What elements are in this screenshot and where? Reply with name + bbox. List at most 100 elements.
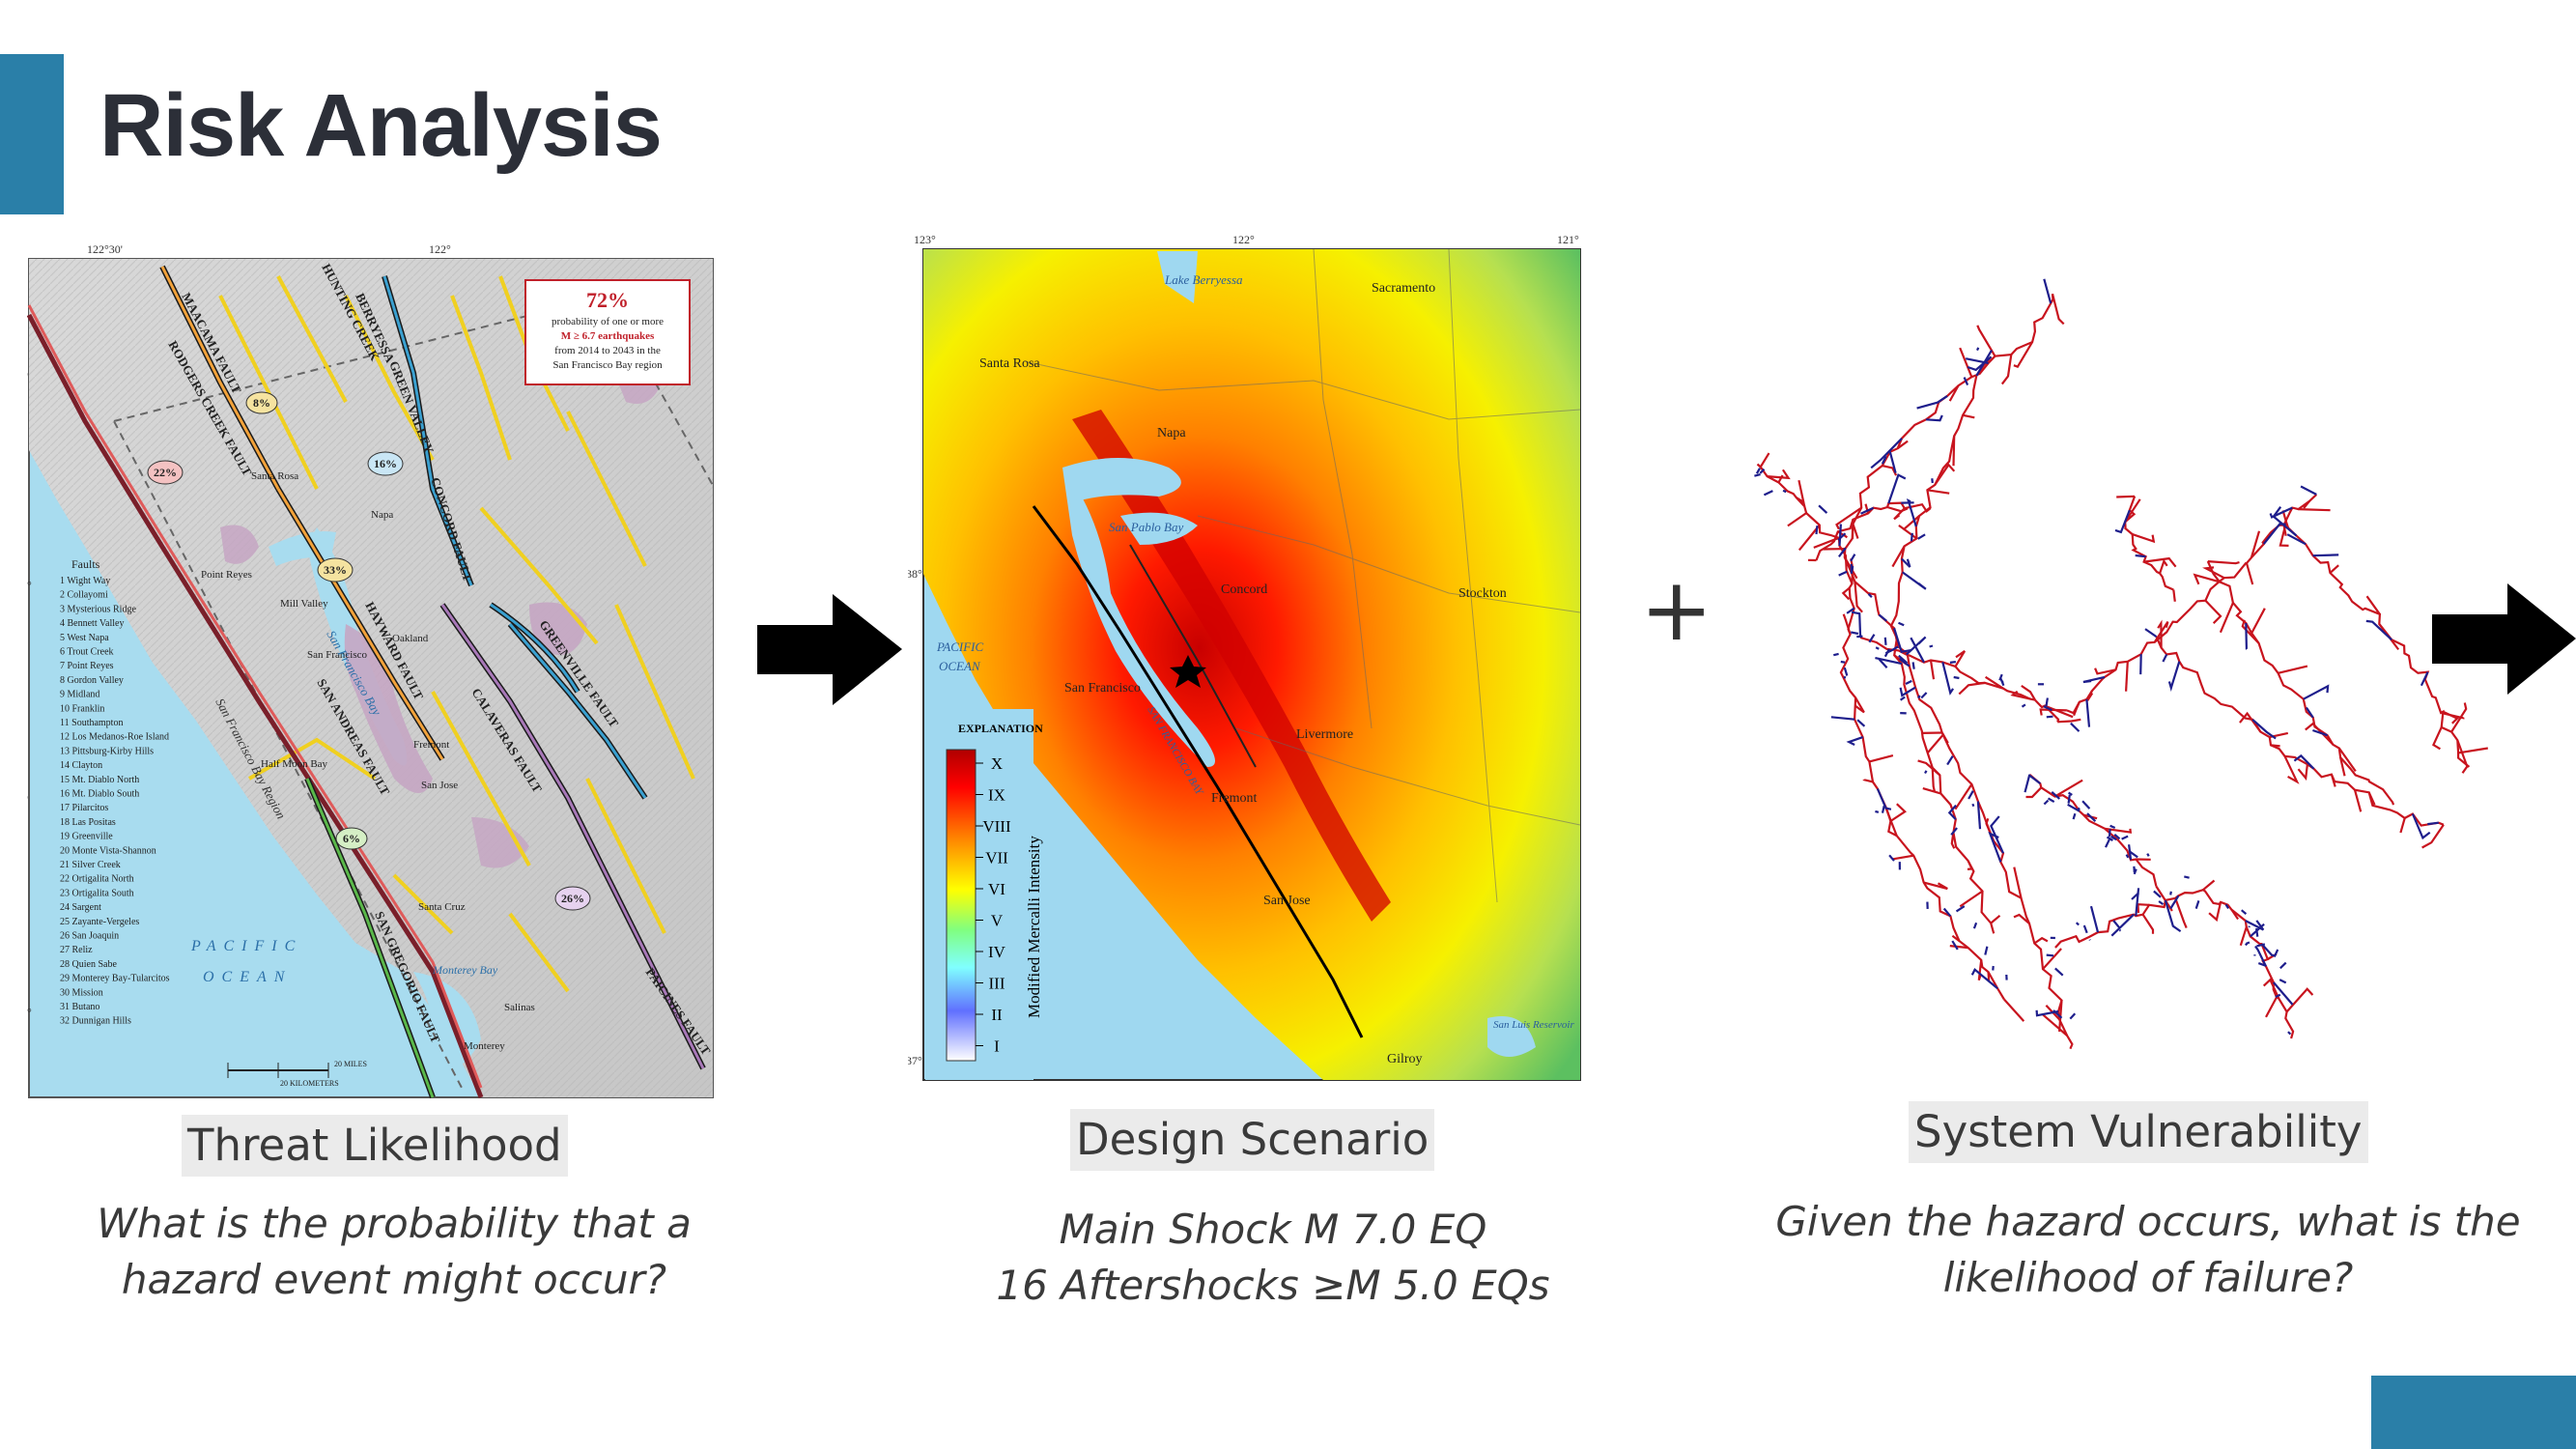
network-segment [1953, 675, 1960, 680]
network-segment [2240, 909, 2248, 915]
fault-probability-map: 122°30' 122° 38°30' 38° 37°30' 37° 72% p… [0, 238, 716, 1105]
network-segment [1759, 452, 1770, 468]
network-segment [2028, 773, 2158, 887]
network-segment [1911, 662, 1915, 669]
lon-tick: 122° [429, 242, 451, 256]
network-segment [1962, 413, 1975, 419]
scale-bar: 20 MILES 20 KILOMETERS [227, 1060, 367, 1088]
network-segment [1898, 525, 1918, 540]
network-segment [1990, 815, 2005, 854]
network-segment [2255, 927, 2259, 937]
fault-list-item: 10 Franklin [60, 703, 104, 714]
network-segment [2105, 838, 2110, 848]
network-segment [2194, 900, 2200, 909]
fault-list-item: 4 Bennett Valley [60, 618, 124, 629]
network-segment [2089, 905, 2100, 933]
network-segment [1931, 767, 1937, 793]
network-segment [2157, 619, 2163, 648]
network-segment [1976, 325, 1996, 357]
network-segment [1972, 922, 1978, 929]
fault-prob: 22% [154, 466, 177, 479]
network-segment [2039, 708, 2067, 716]
probability-box: 72% probability of one or more M ≥ 6.7 e… [524, 279, 691, 385]
fault-list-item: 20 Monte Vista-Shannon [60, 845, 156, 856]
network-segment [1910, 532, 1913, 542]
network-segment [2125, 661, 2129, 692]
network-segment [1856, 635, 1863, 639]
network-segment [2013, 913, 2030, 924]
fault-list-item: 14 Clayton [60, 760, 102, 771]
fault-list-item: 27 Reliz [60, 945, 93, 955]
network-segment [2052, 1009, 2063, 1019]
network-segment [2312, 728, 2328, 737]
network-segment [1889, 355, 1996, 934]
network-segment [1787, 512, 1807, 527]
network-segment [2021, 703, 2026, 708]
network-segment [2427, 821, 2439, 826]
lat-tick: 38° [908, 567, 922, 581]
network-segment [2143, 556, 2177, 568]
network-segment [2312, 554, 2339, 557]
network-segment [1949, 661, 1957, 664]
mmi-level: III [989, 975, 1005, 993]
network-segment [2045, 697, 2049, 707]
network-segment [1854, 696, 1865, 714]
accent-bar-left [0, 54, 64, 214]
network-segment [2275, 993, 2281, 999]
network-segment [1851, 611, 1862, 639]
fault-list-item: 30 Mission [60, 987, 103, 998]
network-segment [2245, 622, 2249, 650]
network-segment [1976, 347, 1980, 352]
network-segment [1878, 658, 1888, 668]
network-segment [2278, 665, 2308, 674]
mmi-level: VI [988, 880, 1005, 898]
fault-list-item: 28 Quien Sabe [60, 959, 117, 970]
fault-list-item: 5 West Napa [60, 633, 109, 643]
network-segment [1967, 790, 1974, 800]
network-segment [2021, 684, 2036, 701]
network-segment [2365, 595, 2381, 615]
network-segment [2224, 903, 2230, 909]
network-segment [2081, 800, 2091, 810]
network-segment [2047, 797, 2055, 804]
fault-list-item: 18 Las Positas [60, 817, 116, 828]
caption-line: What is the probability that a [97, 1200, 692, 1247]
network-segment [2305, 706, 2314, 719]
fault-list-item: 19 Greenville [60, 832, 113, 842]
prob-percent: 72% [586, 288, 629, 312]
fault-prob: 33% [324, 563, 347, 577]
lat-tick: 37° [908, 1054, 922, 1067]
network-segment [2245, 920, 2265, 931]
fault-list-item: 12 Los Medanos-Roe Island [60, 732, 169, 743]
network-segment [2339, 756, 2346, 777]
network-segment [1955, 905, 1966, 913]
network-segment [2297, 764, 2308, 781]
network-segment [1881, 805, 1885, 813]
network-segment [1850, 565, 1854, 574]
place-label: Half Moon Bay [261, 758, 328, 770]
network-segment [2206, 560, 2395, 806]
network-segment [2273, 981, 2294, 1006]
network-segment [1755, 468, 1761, 474]
network-segment [1818, 504, 1828, 514]
network-segment [1843, 667, 1849, 676]
network-segment [2046, 715, 2053, 719]
network-segment [2457, 747, 2488, 754]
network-segment [2113, 833, 2121, 840]
network-segment [2110, 913, 2135, 937]
network-segment [1954, 650, 1967, 668]
prob-line: probability of one or more [552, 316, 664, 327]
network-segment [2365, 619, 2392, 641]
network-segment [1931, 478, 1934, 484]
caption-line: Given the hazard occurs, what is the [1775, 1198, 2521, 1245]
network-segment [1833, 652, 1839, 657]
legend-axis-label: Modified Mercalli Intensity [1025, 836, 1043, 1018]
network-segment [2279, 961, 2287, 970]
network-segment [2104, 827, 2133, 834]
network-segment [2260, 943, 2276, 957]
network-segment [2257, 962, 2266, 967]
network-segment [2118, 928, 2122, 932]
network-segment [1902, 571, 1927, 590]
mmi-level: II [991, 1006, 1003, 1024]
